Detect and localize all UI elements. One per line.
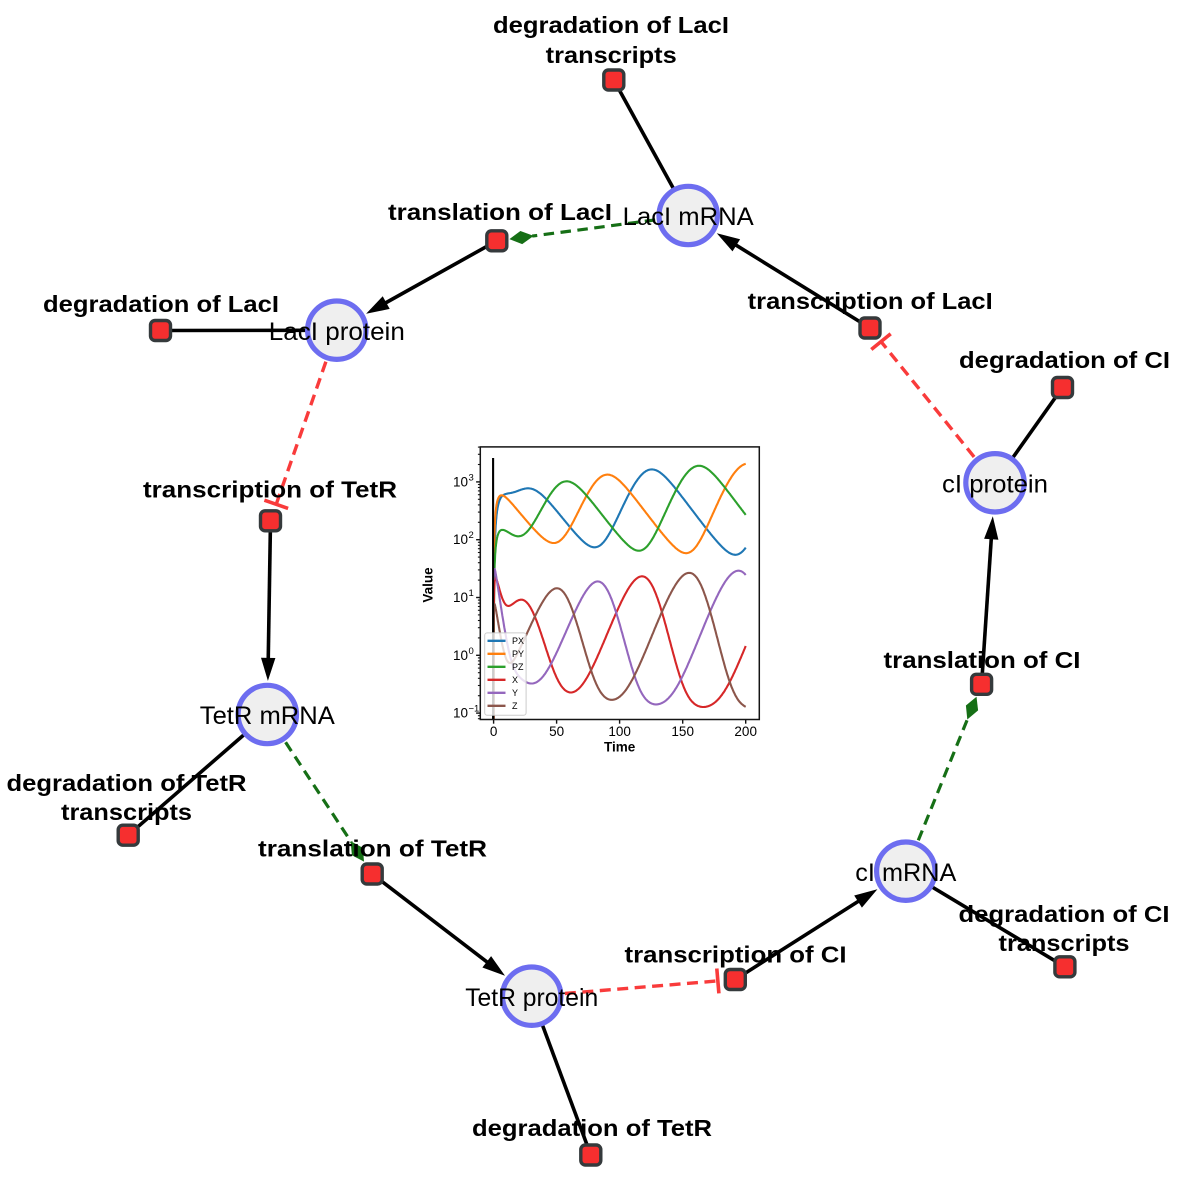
svg-text:translation of LacI: translation of LacI [388,199,612,225]
svg-text:degradation of LacI: degradation of LacI [493,12,729,38]
svg-text:degradation of CI: degradation of CI [959,901,1170,927]
svg-text:2: 2 [469,530,474,541]
svg-text:transcription of LacI: transcription of LacI [748,288,993,314]
svg-text:10: 10 [453,648,468,663]
svg-text:100: 100 [608,724,631,739]
svg-text:10: 10 [453,532,468,547]
svg-text:translation of CI: translation of CI [884,647,1081,673]
svg-text:TetR protein: TetR protein [465,984,598,1012]
svg-text:transcripts: transcripts [999,930,1130,956]
svg-text:TetR mRNA: TetR mRNA [200,702,335,730]
svg-text:0: 0 [490,724,498,739]
svg-text:PY: PY [512,649,524,659]
svg-text:transcripts: transcripts [546,42,677,68]
svg-text:1: 1 [469,588,474,599]
svg-text:cI protein: cI protein [942,471,1048,499]
svg-text:50: 50 [549,724,564,739]
svg-text:10: 10 [453,590,468,605]
svg-text:10: 10 [453,474,468,489]
svg-text:200: 200 [734,724,757,739]
svg-text:PZ: PZ [512,662,524,672]
svg-text:0: 0 [469,646,474,657]
svg-text:LacI mRNA: LacI mRNA [623,203,754,231]
svg-text:X: X [512,675,518,685]
svg-text:10: 10 [453,706,468,721]
svg-text:PX: PX [512,636,524,646]
svg-text:LacI protein: LacI protein [269,318,405,346]
svg-text:Y: Y [512,688,518,698]
svg-text:transcripts: transcripts [61,799,192,825]
svg-text:transcription of CI: transcription of CI [625,942,847,968]
svg-text:degradation of TetR: degradation of TetR [7,770,247,796]
svg-text:cI mRNA: cI mRNA [855,859,956,887]
svg-text:translation of TetR: translation of TetR [258,836,487,862]
svg-text:Z: Z [512,701,518,711]
svg-text:degradation of LacI: degradation of LacI [43,291,279,317]
svg-text:3: 3 [469,472,474,483]
svg-text:150: 150 [671,724,694,739]
svg-text:transcription of TetR: transcription of TetR [143,477,397,503]
svg-text:Time: Time [604,740,636,755]
svg-text:degradation of CI: degradation of CI [959,347,1170,373]
svg-text:degradation of TetR: degradation of TetR [472,1115,712,1141]
svg-text:−1: −1 [469,704,480,715]
svg-text:Value: Value [421,567,436,603]
